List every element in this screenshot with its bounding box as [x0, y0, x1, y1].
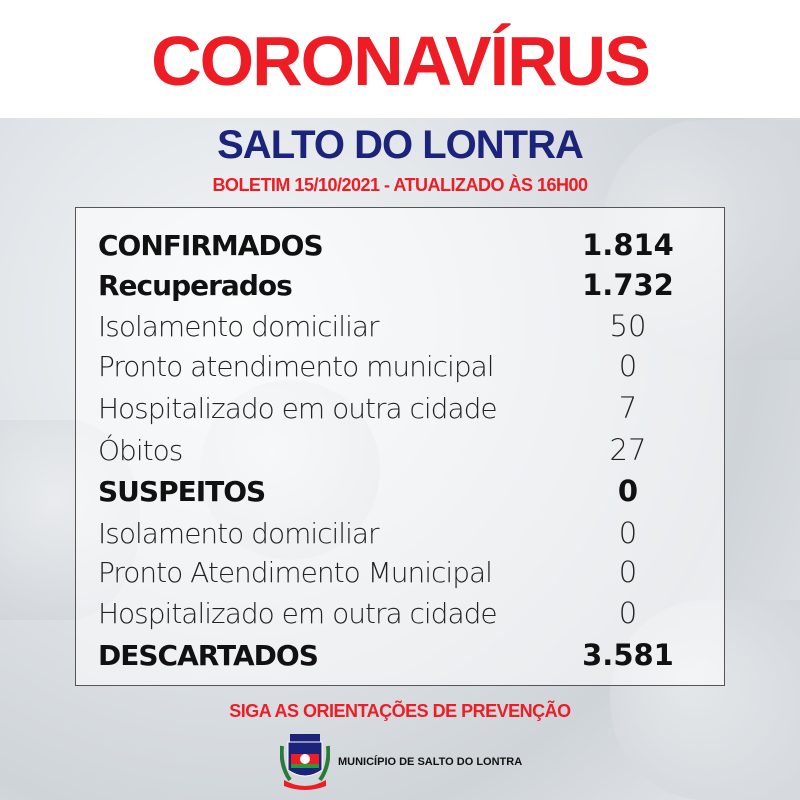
stat-value: 7: [618, 391, 638, 425]
stat-label: Óbitos: [98, 434, 183, 467]
stat-label: Hospitalizado em outra cidade: [98, 392, 498, 425]
stat-label: Pronto atendimento municipal: [98, 350, 495, 383]
prevention-advice: SIGA AS ORIENTAÇÕES DE PREVENÇÃO: [229, 701, 571, 721]
stat-row: Pronto Atendimento Municipal 0: [98, 549, 708, 589]
stat-value: 0: [618, 555, 638, 589]
stat-value: 50: [609, 309, 647, 343]
stat-row: Recuperados 1.732: [98, 262, 708, 302]
stat-label: DESCARTADOS: [98, 639, 319, 672]
stat-value: 0: [618, 516, 638, 550]
stat-row: Pronto atendimento municipal 0: [98, 343, 708, 383]
stat-value: 0: [618, 596, 638, 630]
stat-row: DESCARTADOS 3.581: [98, 632, 708, 672]
stat-value: 0: [618, 349, 638, 383]
stat-label: Pronto Atendimento Municipal: [98, 556, 493, 589]
stat-row: Hospitalizado em outra cidade 0: [98, 590, 708, 630]
stat-label: CONFIRMADOS: [98, 229, 324, 262]
stat-label: SUSPEITOS: [98, 475, 266, 508]
municipality-name: MUNICÍPIO DE SALTO DO LONTRA: [338, 756, 523, 768]
stat-row: Isolamento domiciliar 50: [98, 303, 708, 343]
stat-value: 3.581: [582, 638, 674, 672]
stat-value: 1.732: [582, 268, 674, 302]
header-band: [0, 0, 800, 118]
stat-value: 1.814: [582, 228, 674, 262]
stat-value: 0: [617, 474, 639, 508]
city-name: SALTO DO LONTRA: [217, 123, 584, 167]
stat-row: Hospitalizado em outra cidade 7: [98, 385, 708, 425]
stat-value: 27: [609, 433, 647, 467]
stats-table: CONFIRMADOS 1.814 Recuperados 1.732 Isolamen…: [75, 207, 725, 686]
stat-label: Recuperados: [98, 269, 293, 302]
municipal-coat-of-arms-logo: [280, 734, 330, 790]
page-title: CORONAVÍRUS: [151, 22, 651, 100]
stat-label: Hospitalizado em outra cidade: [98, 597, 498, 630]
stat-row: Óbitos 27: [98, 427, 708, 467]
stat-row: SUSPEITOS 0: [98, 468, 708, 508]
stat-row: CONFIRMADOS 1.814: [98, 222, 708, 262]
bulletin-date: BOLETIM 15/10/2021 - ATUALIZADO ÀS 16H00: [212, 175, 588, 195]
stat-label: Isolamento domiciliar: [98, 517, 380, 550]
stat-row: Isolamento domiciliar 0: [98, 510, 708, 550]
stat-label: Isolamento domiciliar: [98, 310, 380, 343]
